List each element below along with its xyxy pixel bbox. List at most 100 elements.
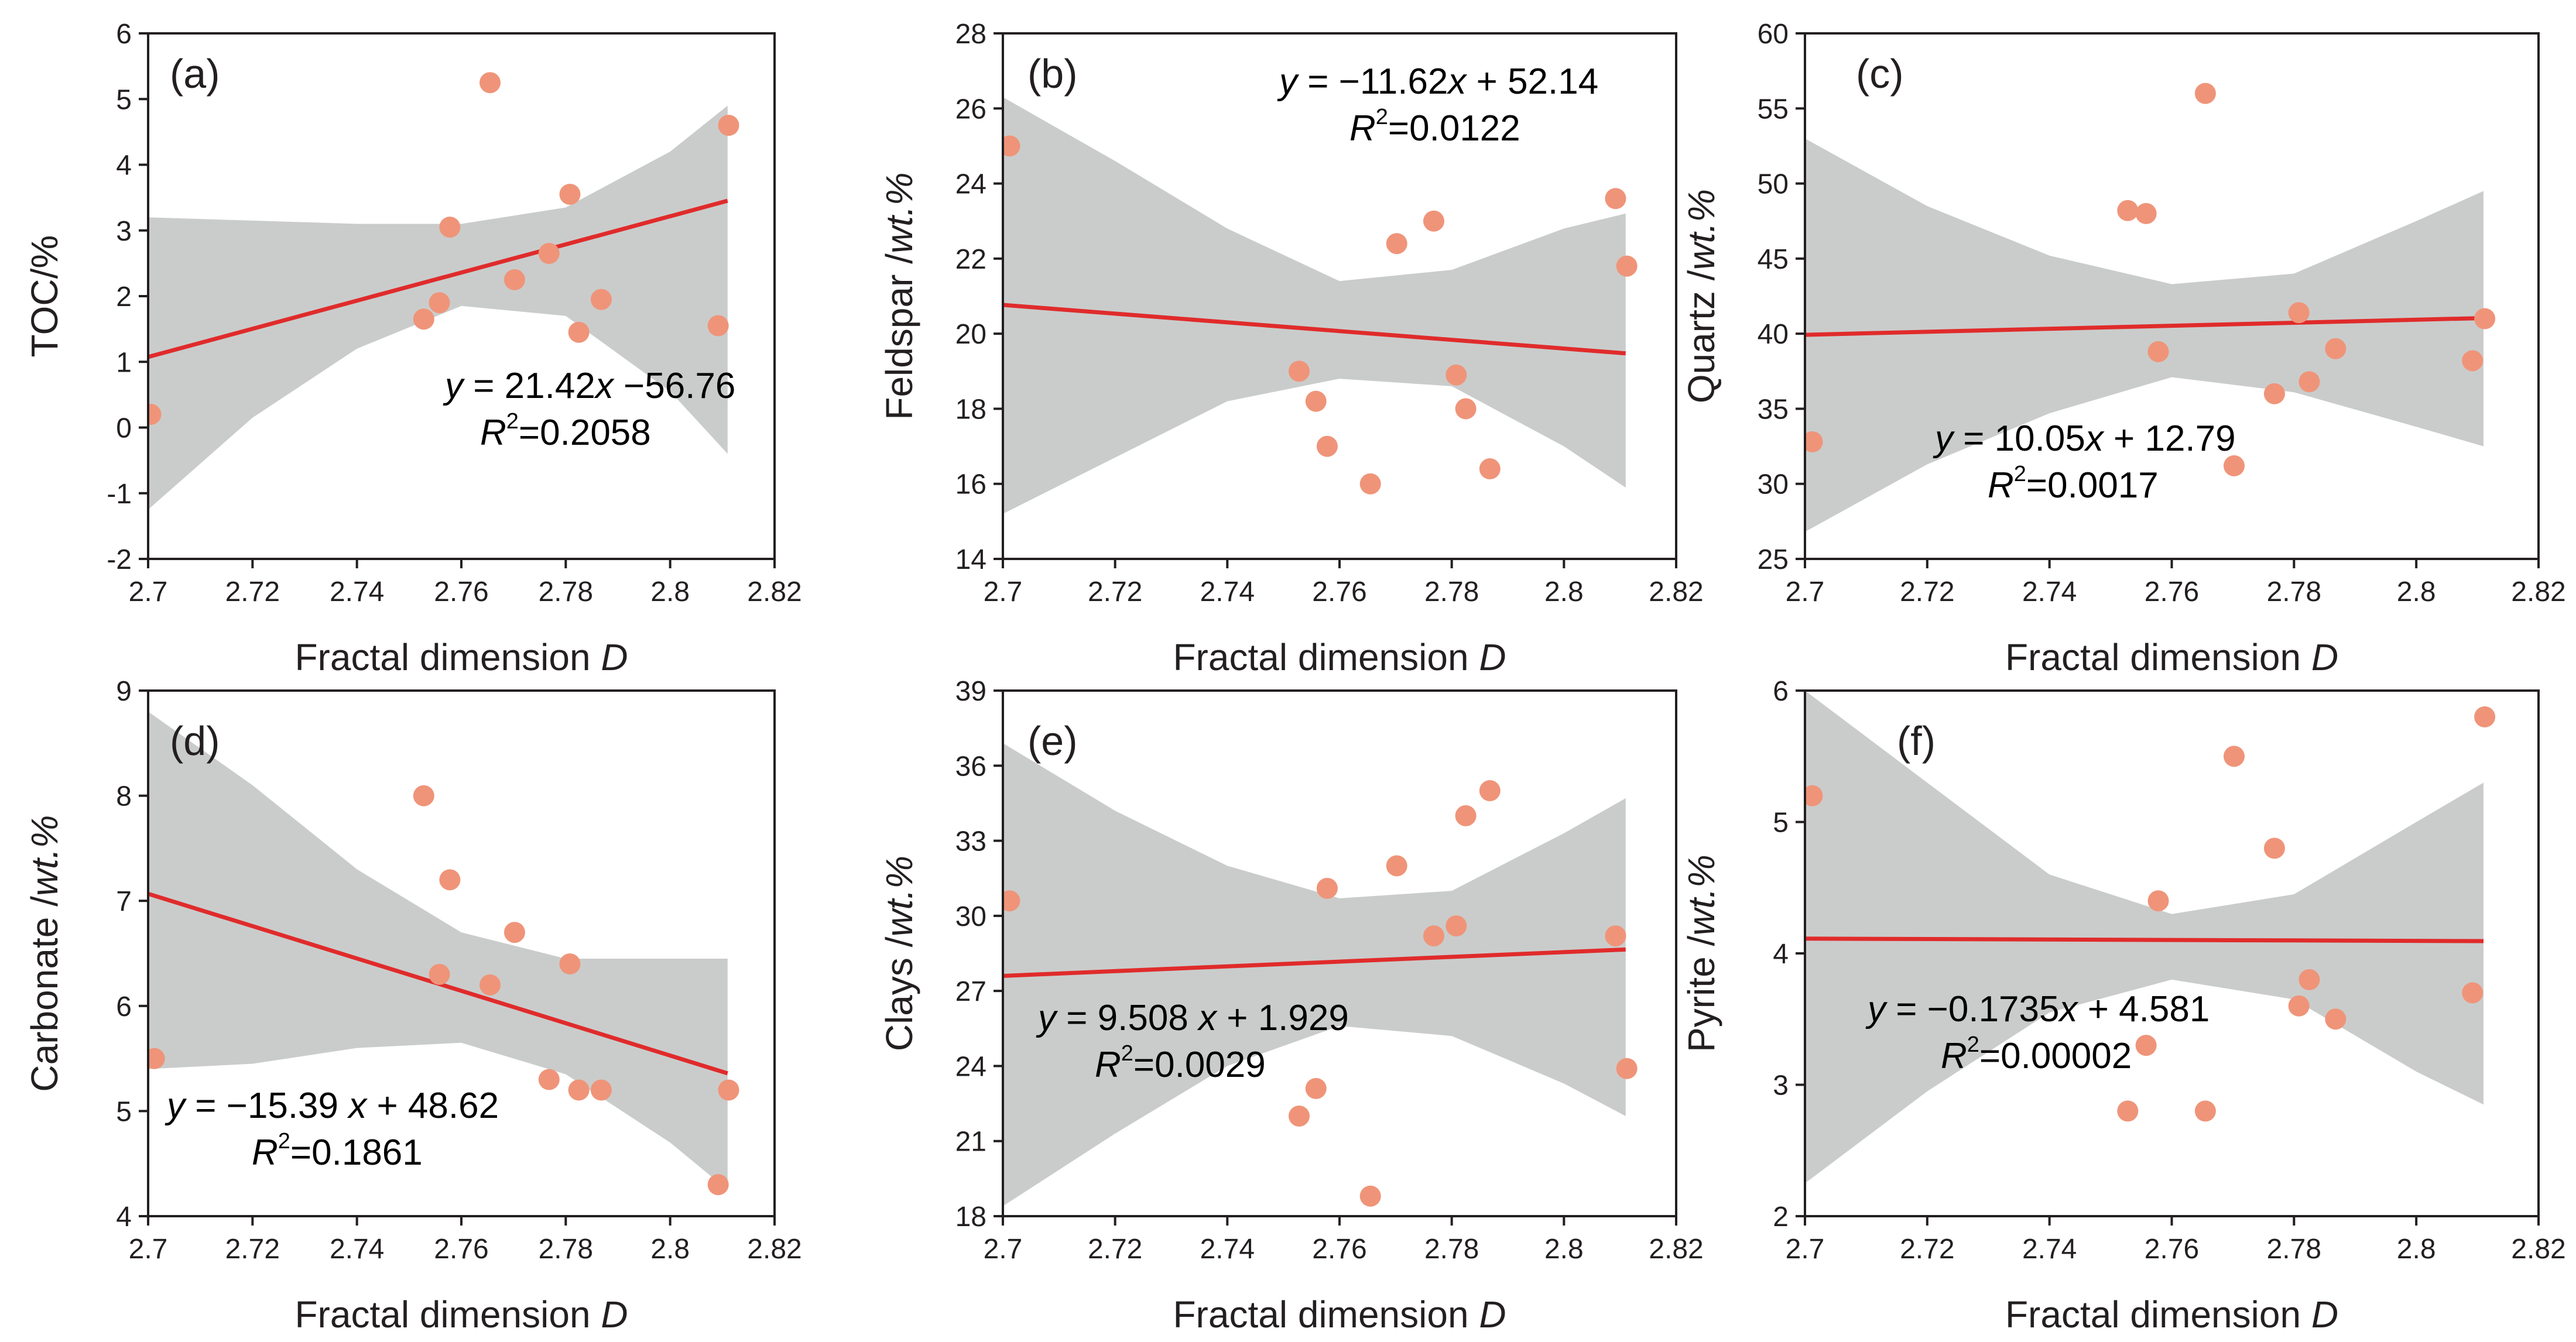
data-point-a-5 bbox=[503, 269, 525, 290]
plot-area-e bbox=[1003, 743, 1638, 1207]
x-tick-label-f-0: 2.7 bbox=[1786, 1234, 1825, 1265]
plot-area-a bbox=[148, 72, 739, 510]
chart-panel-d: 2.7 2.72 2.74 2.76 2.78 2.8 2.82 4 5 6 7 8 9 Fractal … bbox=[23, 676, 802, 1336]
r-squared-b: R2=0.0122 bbox=[1349, 105, 1520, 149]
data-point-c-6 bbox=[2263, 383, 2285, 404]
data-point-b-2 bbox=[1305, 390, 1327, 412]
x-tick-label-b-1: 2.72 bbox=[1088, 576, 1142, 607]
data-point-a-6 bbox=[538, 243, 560, 265]
panel-label-d: (d) bbox=[170, 718, 220, 764]
y-tick-label-b-1: 16 bbox=[955, 469, 986, 500]
x-tick-label-b-2: 2.74 bbox=[1200, 576, 1255, 607]
data-point-d-5 bbox=[503, 922, 525, 943]
x-tick-label-d-3: 2.76 bbox=[434, 1234, 488, 1265]
x-axis-title-d: Fractal dimension D bbox=[294, 1293, 628, 1336]
y-tick-label-a-2: 0 bbox=[116, 413, 132, 444]
x-tick-label-a-0: 2.7 bbox=[129, 576, 168, 607]
data-point-f-1 bbox=[2117, 1100, 2139, 1122]
x-tick-label-c-0: 2.7 bbox=[1786, 576, 1825, 607]
panel-label-a: (a) bbox=[170, 51, 220, 97]
data-point-a-3 bbox=[439, 217, 461, 238]
x-tick-label-f-4: 2.78 bbox=[2267, 1234, 2321, 1265]
y-tick-label-f-2: 4 bbox=[1773, 939, 1789, 970]
x-axis-title-e: Fractal dimension D bbox=[1173, 1293, 1506, 1336]
chart-panel-c: 2.7 2.72 2.74 2.76 2.78 2.8 2.82 25 30 35 40 45 50 55… bbox=[1680, 19, 2566, 678]
x-axis-title-c: Fractal dimension D bbox=[2005, 636, 2338, 678]
regression-line-b bbox=[1003, 303, 1626, 356]
y-tick-label-d-3: 7 bbox=[116, 886, 132, 917]
y-tick-label-c-0: 25 bbox=[1758, 544, 1789, 575]
data-point-b-0 bbox=[1003, 135, 1020, 157]
data-point-f-9 bbox=[2325, 1008, 2347, 1030]
y-tick-label-d-1: 5 bbox=[116, 1096, 132, 1127]
y-tick-label-a-8: 6 bbox=[116, 19, 132, 50]
data-point-d-1 bbox=[413, 785, 434, 806]
data-point-f-7 bbox=[2288, 995, 2310, 1017]
y-tick-label-d-4: 8 bbox=[116, 781, 132, 812]
y-axis-title-b: Feldspar /wt.% bbox=[878, 172, 920, 420]
y-tick-label-e-6: 36 bbox=[955, 751, 986, 782]
data-point-d-0 bbox=[148, 1048, 165, 1069]
y-tick-label-b-7: 28 bbox=[955, 19, 986, 50]
x-tick-label-d-5: 2.8 bbox=[650, 1234, 690, 1265]
data-point-a-4 bbox=[479, 72, 501, 94]
y-tick-label-a-0: -2 bbox=[107, 544, 132, 575]
confidence-band-e bbox=[1003, 743, 1626, 1206]
x-tick-label-d-0: 2.7 bbox=[129, 1234, 168, 1265]
panel-label-e: (e) bbox=[1027, 718, 1078, 764]
chart-panel-b: 2.7 2.72 2.74 2.76 2.78 2.8 2.82 14 16 18 20 22 24 26… bbox=[878, 19, 1704, 678]
data-point-c-8 bbox=[2298, 371, 2320, 393]
data-point-a-1 bbox=[413, 308, 434, 330]
y-tick-label-c-2: 35 bbox=[1758, 394, 1789, 425]
x-axis-title-a: Fractal dimension D bbox=[294, 636, 628, 678]
x-tick-label-e-1: 2.72 bbox=[1088, 1234, 1142, 1265]
data-point-d-11 bbox=[718, 1079, 739, 1101]
y-tick-label-d-5: 9 bbox=[116, 676, 132, 707]
r-squared-d: R2=0.1861 bbox=[252, 1129, 423, 1173]
confidence-band-b bbox=[1003, 97, 1626, 514]
data-point-d-3 bbox=[439, 869, 461, 891]
data-point-e-7 bbox=[1445, 915, 1467, 936]
data-point-b-5 bbox=[1386, 233, 1407, 255]
y-tick-label-a-1: -1 bbox=[107, 479, 132, 510]
data-point-f-4 bbox=[2194, 1100, 2216, 1122]
x-tick-label-a-1: 2.72 bbox=[225, 576, 280, 607]
regression-equation-e: y = 9.508 x + 1.929 bbox=[1036, 998, 1349, 1038]
data-point-e-2 bbox=[1305, 1077, 1327, 1099]
x-tick-label-a-6: 2.82 bbox=[747, 576, 801, 607]
data-point-c-10 bbox=[2462, 350, 2483, 372]
y-tick-label-e-3: 27 bbox=[955, 976, 986, 1007]
plot-area-f bbox=[1805, 691, 2496, 1183]
data-point-e-4 bbox=[1359, 1185, 1381, 1207]
x-tick-label-e-0: 2.7 bbox=[984, 1234, 1023, 1265]
x-tick-label-c-6: 2.82 bbox=[2511, 576, 2565, 607]
plot-area-c bbox=[1805, 83, 2496, 532]
data-point-c-3 bbox=[2147, 341, 2169, 362]
x-tick-label-b-5: 2.8 bbox=[1544, 576, 1584, 607]
x-tick-label-d-4: 2.78 bbox=[539, 1234, 593, 1265]
y-tick-label-c-5: 50 bbox=[1758, 169, 1789, 200]
data-point-b-3 bbox=[1316, 435, 1338, 457]
x-tick-label-e-5: 2.8 bbox=[1544, 1234, 1584, 1265]
y-tick-label-e-0: 18 bbox=[955, 1202, 986, 1233]
data-point-a-11 bbox=[718, 115, 739, 136]
y-tick-label-d-2: 6 bbox=[116, 991, 132, 1022]
regression-equation-d: y = −15.39 x + 48.62 bbox=[165, 1086, 499, 1126]
x-tick-label-b-3: 2.76 bbox=[1312, 576, 1366, 607]
regression-line-a bbox=[148, 198, 728, 359]
data-point-d-2 bbox=[429, 963, 450, 985]
data-point-c-5 bbox=[2224, 455, 2245, 476]
regression-equation-c: y = 10.05x + 12.79 bbox=[1933, 418, 2236, 459]
x-tick-label-c-2: 2.74 bbox=[2022, 576, 2077, 607]
y-tick-label-b-6: 26 bbox=[955, 94, 986, 125]
y-tick-label-b-0: 14 bbox=[955, 544, 986, 575]
y-tick-label-c-4: 45 bbox=[1758, 244, 1789, 275]
regression-line-e bbox=[1003, 947, 1626, 978]
confidence-band-c bbox=[1805, 138, 2483, 532]
data-point-b-1 bbox=[1289, 361, 1310, 382]
confidence-band-f bbox=[1805, 691, 2483, 1183]
x-tick-label-c-1: 2.72 bbox=[1900, 576, 1954, 607]
x-tick-label-f-6: 2.82 bbox=[2511, 1234, 2565, 1265]
data-point-c-1 bbox=[2117, 200, 2139, 221]
